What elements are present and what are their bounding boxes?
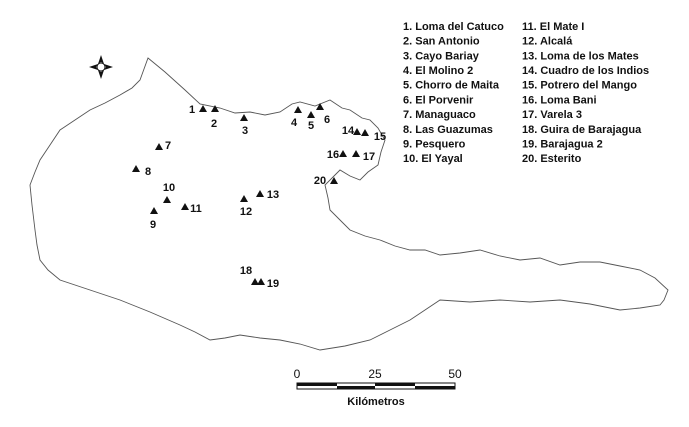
coastline [29,57,669,351]
site-label: 15 [374,131,386,143]
site-marker [251,278,259,285]
legend-entry: 17. Varela 3 [522,109,582,121]
legend-entry: 15. Potrero del Mango [522,80,637,92]
legend-entry: 1. Loma del Catuco [403,21,504,33]
legend-entry: 4. El Molino 2 [403,65,473,77]
site-label: 3 [242,125,248,137]
site-marker [316,103,324,110]
site-marker [330,177,338,184]
site-marker [256,190,264,197]
site-marker [353,128,361,135]
site-label: 11 [190,203,202,215]
legend-entry: 7. Managuaco [403,109,476,121]
legend-entry: 3. Cayo Bariay [403,50,480,62]
site-label: 6 [324,114,330,126]
legend-entry: 13. Loma de los Mates [522,50,639,62]
scale-unit: Kilómetros [347,396,404,408]
site-label: 9 [150,219,156,231]
site-label: 19 [267,278,279,290]
legend-entry: 5. Chorro de Maita [403,80,500,92]
legend-entry: 10. El Yayal [403,153,463,165]
legend-entry: 8. Las Guazumas [403,124,493,136]
site-label: 12 [240,206,252,218]
site-label: 14 [342,125,355,137]
site-marker [307,111,315,118]
site-marker [361,129,369,136]
site-label: 18 [240,265,252,277]
site-marker [150,207,158,214]
site-marker [132,165,140,172]
site-marker [339,150,347,157]
site-label: 20 [314,175,326,187]
scale-tick-label: 25 [368,367,382,381]
legend-entry: 20. Esterito [522,153,582,165]
legend-entry: 18. Guira de Barajagua [522,124,642,136]
site-label: 16 [327,149,339,161]
site-marker [294,106,302,113]
site-marker [352,150,360,157]
legend-entry: 12. Alcalá [522,36,573,48]
legend-entry: 11. El Mate I [522,21,584,33]
site-label: 7 [165,140,171,152]
legend-entry: 2. San Antonio [403,36,480,48]
site-label: 8 [145,166,151,178]
site-label: 4 [291,117,298,129]
legend-entry: 19. Barajagua 2 [522,139,603,151]
compass [89,55,113,79]
site-label: 10 [163,182,175,194]
site-marker [155,143,163,150]
site-label: 13 [267,189,279,201]
site-label: 1 [189,104,195,116]
site-marker [211,105,219,112]
legend-entry: 14. Cuadro de los Indios [522,65,649,77]
site-marker [240,195,248,202]
site-marker [257,278,265,285]
legend-entry: 9. Pesquero [403,139,466,151]
site-marker [199,105,207,112]
legend-entry: 16. Loma Bani [522,94,597,106]
scale-tick-label: 50 [448,367,462,381]
legend-entry: 6. El Porvenir [403,94,474,106]
scale-tick-label: 0 [294,367,301,381]
site-label: 5 [308,120,314,132]
site-marker [240,114,248,121]
site-label: 2 [211,118,217,130]
scale-bar [296,382,456,390]
site-label: 17 [363,151,375,163]
site-marker [163,196,171,203]
site-marker [181,203,189,210]
